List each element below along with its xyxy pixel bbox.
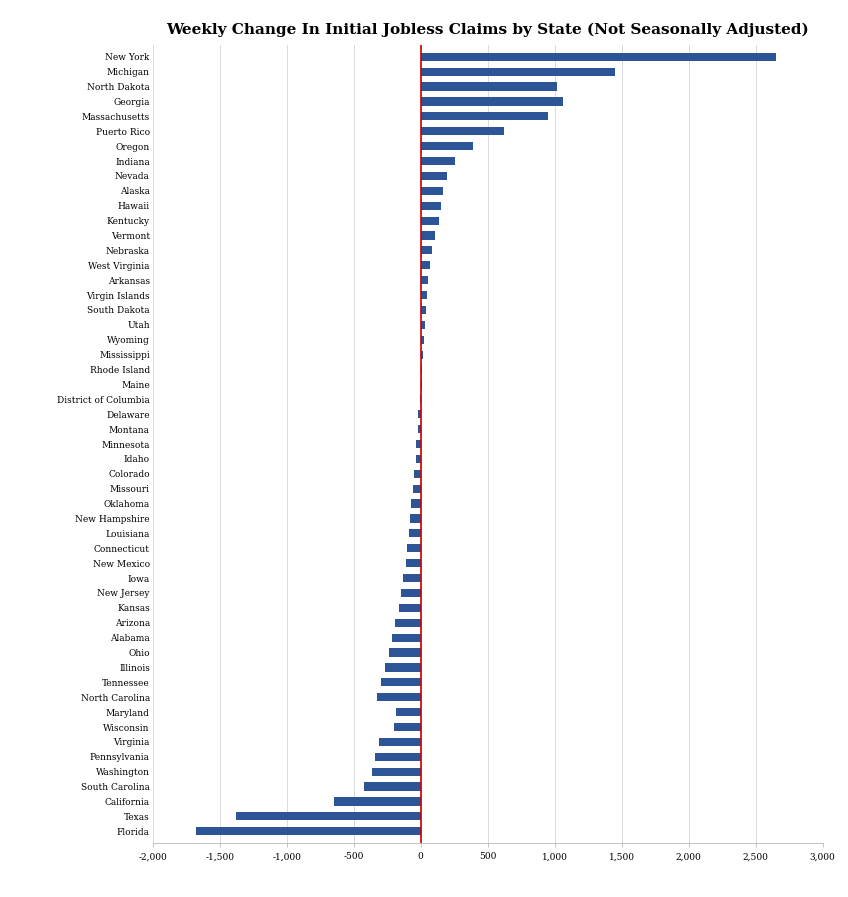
- Bar: [385, 664, 421, 672]
- Bar: [421, 53, 776, 61]
- Bar: [420, 396, 421, 404]
- Bar: [421, 202, 441, 210]
- Bar: [421, 365, 422, 374]
- Bar: [421, 187, 444, 195]
- Bar: [421, 172, 447, 180]
- Bar: [379, 738, 421, 746]
- Bar: [421, 351, 423, 359]
- Bar: [381, 678, 421, 686]
- Bar: [421, 112, 548, 120]
- Bar: [377, 693, 421, 701]
- Bar: [372, 768, 421, 776]
- Bar: [421, 321, 425, 329]
- Bar: [410, 514, 421, 523]
- Bar: [416, 440, 421, 448]
- Bar: [421, 231, 435, 239]
- Bar: [196, 827, 421, 835]
- Bar: [421, 276, 428, 284]
- Bar: [421, 98, 562, 106]
- Bar: [421, 216, 438, 224]
- Bar: [236, 813, 421, 821]
- Bar: [395, 619, 421, 627]
- Bar: [394, 723, 421, 731]
- Bar: [421, 261, 430, 269]
- Bar: [421, 127, 504, 135]
- Bar: [416, 455, 421, 463]
- Bar: [421, 291, 427, 300]
- Bar: [418, 425, 421, 433]
- Bar: [421, 306, 427, 314]
- Bar: [405, 559, 421, 567]
- Bar: [365, 782, 421, 790]
- Bar: [404, 574, 421, 582]
- Bar: [333, 797, 421, 806]
- Bar: [421, 335, 423, 344]
- Bar: [388, 649, 421, 657]
- Bar: [421, 247, 432, 255]
- Bar: [418, 410, 421, 418]
- Bar: [409, 529, 421, 537]
- Title: Weekly Change In Initial Jobless Claims by State (Not Seasonally Adjusted): Weekly Change In Initial Jobless Claims …: [166, 22, 809, 37]
- Bar: [396, 708, 421, 716]
- Bar: [421, 67, 615, 75]
- Bar: [399, 604, 421, 612]
- Bar: [392, 633, 421, 641]
- Bar: [408, 544, 421, 553]
- Bar: [401, 588, 421, 597]
- Bar: [414, 470, 421, 478]
- Bar: [421, 157, 455, 165]
- Bar: [375, 753, 421, 761]
- Bar: [413, 484, 421, 492]
- Bar: [421, 142, 473, 150]
- Bar: [421, 83, 557, 91]
- Bar: [411, 500, 421, 508]
